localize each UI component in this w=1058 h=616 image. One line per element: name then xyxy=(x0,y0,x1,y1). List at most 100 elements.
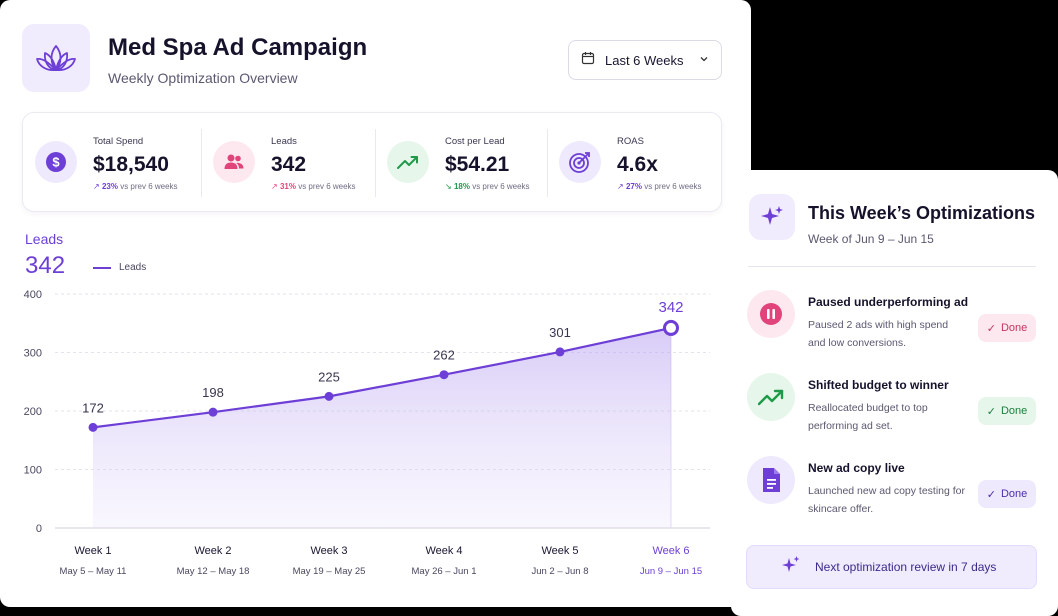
status-badge: ✓ Done xyxy=(978,397,1036,425)
pause-icon xyxy=(747,290,795,338)
x-tick-label: Week 5 xyxy=(541,545,578,557)
optimization-title: Shifted budget to winner xyxy=(808,378,949,392)
y-tick-label: 300 xyxy=(24,348,42,360)
kpi-roas: ROAS 4.6x ↗ 27% vs prev 6 weeks xyxy=(547,113,723,211)
divider xyxy=(748,266,1036,267)
y-tick-label: 400 xyxy=(24,289,42,301)
optimization-description: Reallocated budget to top performing ad … xyxy=(808,402,928,432)
data-point xyxy=(555,347,565,357)
kpi-value: 342 xyxy=(271,153,307,176)
y-tick-label: 200 xyxy=(24,406,42,418)
x-tick-label: Week 4 xyxy=(425,545,462,557)
kpi-delta: ↘ 18% vs prev 6 weeks xyxy=(445,182,530,191)
kpi-total-spend: $ Total Spend $18,540 ↗ 23% vs prev 6 we… xyxy=(23,113,201,211)
campaign-dashboard-card: Med Spa Ad Campaign Weekly Optimization … xyxy=(0,0,751,607)
optimization-title: New ad copy live xyxy=(808,461,905,475)
data-label: 225 xyxy=(318,369,340,384)
optimization-item: Paused underperforming ad Paused 2 ads w… xyxy=(747,290,1047,360)
status-badge: ✓ Done xyxy=(978,480,1036,508)
users-icon xyxy=(213,141,255,183)
check-icon: ✓ xyxy=(986,488,996,501)
kpi-leads: Leads 342 ↗ 31% vs prev 6 weeks xyxy=(201,113,375,211)
kpi-delta: ↗ 23% vs prev 6 weeks xyxy=(93,182,178,191)
data-point xyxy=(663,319,679,336)
divider xyxy=(547,129,548,197)
divider xyxy=(375,129,376,197)
x-tick-label: Week 3 xyxy=(310,545,347,557)
kpi-label: Leads xyxy=(271,136,297,147)
chart-title: Leads xyxy=(25,231,64,247)
optimization-description: Paused 2 ads with high spend and low con… xyxy=(808,319,949,349)
kpi-label: ROAS xyxy=(617,136,644,147)
kpi-delta: ↗ 27% vs prev 6 weeks xyxy=(617,182,702,191)
data-point xyxy=(324,391,334,401)
check-icon: ✓ xyxy=(986,405,996,418)
arrow-up-right-icon: ↗ xyxy=(93,182,100,191)
status-badge: ✓ Done xyxy=(978,314,1036,342)
kpi-value: $18,540 xyxy=(93,153,169,176)
data-label: 172 xyxy=(82,400,104,415)
dashboard-header: Med Spa Ad Campaign Weekly Optimization … xyxy=(22,24,722,94)
arrow-up-right-icon: ↗ xyxy=(271,182,278,191)
chart-headline-value: 342 xyxy=(25,252,66,279)
document-icon xyxy=(747,456,795,504)
optimization-title: Paused underperforming ad xyxy=(808,295,969,309)
legend-swatch xyxy=(93,266,111,269)
kpi-label: Cost per Lead xyxy=(445,136,505,147)
x-date-range-label: May 26 – Jun 1 xyxy=(412,566,477,577)
check-icon: ✓ xyxy=(986,322,996,335)
target-icon xyxy=(559,141,601,183)
svg-text:$: $ xyxy=(52,155,60,170)
legend-label: Leads xyxy=(119,262,147,273)
x-tick-label: Week 6 xyxy=(652,545,689,557)
x-tick-label: Week 2 xyxy=(194,545,231,557)
x-date-range-label: May 19 – May 25 xyxy=(293,566,366,577)
page-subtitle: Weekly Optimization Overview xyxy=(108,70,298,86)
dollar-icon: $ xyxy=(35,141,77,183)
x-date-range-label: Jun 9 – Jun 15 xyxy=(640,566,702,577)
page-title: Med Spa Ad Campaign xyxy=(108,34,368,61)
date-range-dropdown[interactable]: Last 6 Weeks xyxy=(568,40,722,80)
y-tick-label: 0 xyxy=(36,523,42,535)
optimization-description: Launched new ad copy testing for skincar… xyxy=(808,485,966,515)
kpi-summary-bar: $ Total Spend $18,540 ↗ 23% vs prev 6 we… xyxy=(22,112,722,212)
next-review-banner[interactable]: Next optimization review in 7 days xyxy=(746,545,1037,589)
leads-area-chart: 0 100 200 300 400 172 Week 1 May 5 – May 11 198 W… xyxy=(24,289,710,577)
data-label: 198 xyxy=(202,385,224,400)
divider xyxy=(201,129,202,197)
optimization-item: Shifted budget to winner Reallocated bud… xyxy=(747,373,1047,443)
kpi-value: $54.21 xyxy=(445,153,510,176)
arrow-down-right-icon: ↘ xyxy=(445,182,452,191)
data-label: 301 xyxy=(549,325,571,340)
series-line xyxy=(92,326,672,429)
lotus-icon xyxy=(22,24,90,92)
chevron-down-icon xyxy=(699,51,709,69)
data-point xyxy=(88,422,98,432)
kpi-value: 4.6x xyxy=(617,153,658,176)
kpi-label: Total Spend xyxy=(93,136,144,147)
x-tick-label: Week 1 xyxy=(74,545,111,557)
calendar-icon xyxy=(581,51,595,70)
data-point xyxy=(208,407,218,417)
x-date-range-label: May 5 – May 11 xyxy=(60,566,127,577)
sparkles-icon xyxy=(749,194,795,240)
data-label: 262 xyxy=(433,348,455,363)
kpi-cost-per-lead: Cost per Lead $54.21 ↘ 18% vs prev 6 wee… xyxy=(375,113,547,211)
x-date-range-label: May 12 – May 18 xyxy=(177,566,250,577)
chart-legend: Leads xyxy=(93,262,146,273)
panel-title: This Week’s Optimizations xyxy=(808,203,1036,223)
sparkles-icon xyxy=(781,555,801,580)
optimization-item: New ad copy live Launched new ad copy te… xyxy=(747,456,1047,526)
optimizations-panel: This Week’s Optimizations Week of Jun 9 … xyxy=(731,170,1058,616)
series-area xyxy=(93,327,671,528)
y-tick-label: 100 xyxy=(24,465,42,477)
panel-subtitle: Week of Jun 9 – Jun 15 xyxy=(808,232,934,246)
kpi-delta: ↗ 31% vs prev 6 weeks xyxy=(271,182,356,191)
data-point xyxy=(439,370,449,380)
data-label: 342 xyxy=(658,299,683,316)
next-review-text: Next optimization review in 7 days xyxy=(815,560,997,574)
trend-up-icon xyxy=(387,141,429,183)
trend-up-icon xyxy=(747,373,795,421)
arrow-up-right-icon: ↗ xyxy=(617,182,624,191)
x-date-range-label: Jun 2 – Jun 8 xyxy=(531,566,588,577)
